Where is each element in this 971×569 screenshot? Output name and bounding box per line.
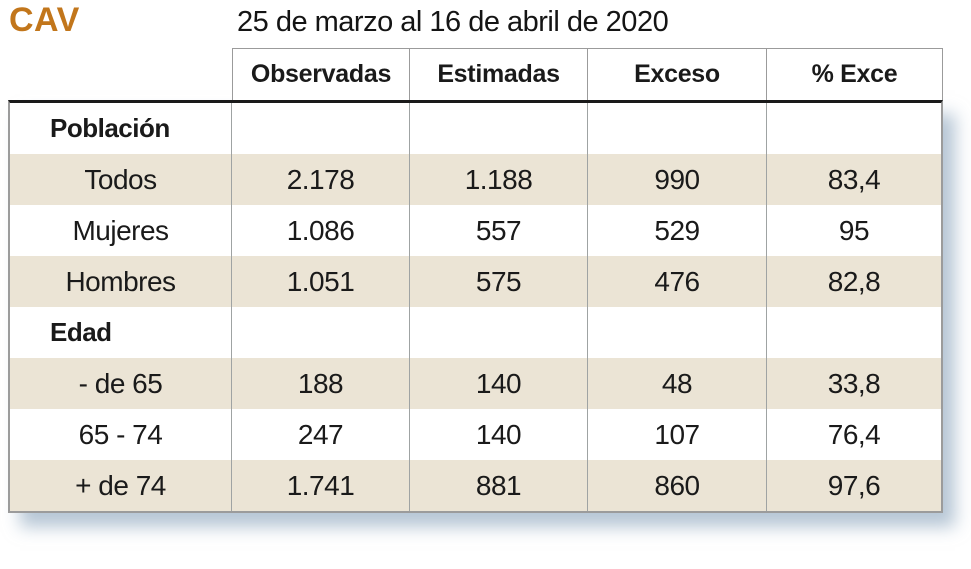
cell-pct-exceso: 33,8	[827, 367, 881, 399]
table-body: Población Todos 2.178 1.188 990 83,4 Muj…	[8, 100, 943, 513]
region-logo-cav: CAV	[9, 1, 80, 39]
table-row-todos: Todos 2.178 1.188 990 83,4	[10, 154, 941, 205]
cell-observadas: 247	[232, 409, 410, 460]
cell-observadas	[232, 103, 410, 154]
row-label: Todos	[10, 154, 232, 205]
cell-exceso: 48	[588, 358, 767, 409]
row-label: + de 74	[10, 460, 232, 511]
cell-estimadas: 557	[410, 205, 588, 256]
cell-observadas	[232, 307, 410, 358]
table-row-hombres: Hombres 1.051 575 476 82,8	[10, 256, 941, 307]
cell-pct-exceso	[767, 307, 941, 358]
cell-exceso: 107	[588, 409, 767, 460]
column-header-pct-exceso: % Exce	[767, 48, 943, 100]
table-row-65-74: 65 - 74 247 140 107 76,4	[10, 409, 941, 460]
table-row-mujeres: Mujeres 1.086 557 529 95	[10, 205, 941, 256]
row-label: Mujeres	[10, 205, 232, 256]
excess-mortality-table: Observadas Estimadas Exceso % Exce Pobla…	[8, 48, 943, 513]
cell-pct-exceso: 97,6	[827, 469, 881, 501]
column-header-observadas: Observadas	[232, 48, 410, 100]
cell-pct-exceso	[767, 103, 941, 154]
cell-estimadas	[410, 103, 588, 154]
row-label: Población	[10, 103, 232, 154]
row-label: Edad	[10, 307, 232, 358]
cell-observadas: 1.051	[232, 256, 410, 307]
cell-observadas: 2.178	[232, 154, 410, 205]
row-label: Hombres	[10, 256, 232, 307]
cell-estimadas	[410, 307, 588, 358]
cell-estimadas: 575	[410, 256, 588, 307]
cell-observadas: 1.741	[232, 460, 410, 511]
table-row-menos-de-65: - de 65 188 140 48 33,8	[10, 358, 941, 409]
table-row-mas-de-74: + de 74 1.741 881 860 97,6	[10, 460, 941, 511]
cell-estimadas: 140	[410, 358, 588, 409]
cell-exceso	[588, 307, 767, 358]
cell-exceso: 990	[588, 154, 767, 205]
table-row-edad: Edad	[10, 307, 941, 358]
cell-pct-exceso: 95	[838, 214, 870, 246]
cell-estimadas: 881	[410, 460, 588, 511]
cell-exceso: 860	[588, 460, 767, 511]
cell-exceso: 529	[588, 205, 767, 256]
table-row-poblacion: Población	[10, 103, 941, 154]
row-label: 65 - 74	[10, 409, 232, 460]
cell-observadas: 188	[232, 358, 410, 409]
cell-pct-exceso: 82,8	[827, 265, 881, 297]
table-corner-spacer	[8, 48, 232, 100]
cell-pct-exceso: 83,4	[827, 163, 881, 195]
page-title: 25 de marzo al 16 de abril de 2020	[237, 6, 669, 38]
cell-estimadas: 140	[410, 409, 588, 460]
row-label: - de 65	[10, 358, 232, 409]
cell-exceso	[588, 103, 767, 154]
cell-pct-exceso: 76,4	[827, 418, 881, 450]
column-header-estimadas: Estimadas	[410, 48, 588, 100]
table-header-row: Observadas Estimadas Exceso % Exce	[8, 48, 943, 100]
cell-observadas: 1.086	[232, 205, 410, 256]
cell-estimadas: 1.188	[410, 154, 588, 205]
cell-exceso: 476	[588, 256, 767, 307]
column-header-exceso: Exceso	[588, 48, 767, 100]
